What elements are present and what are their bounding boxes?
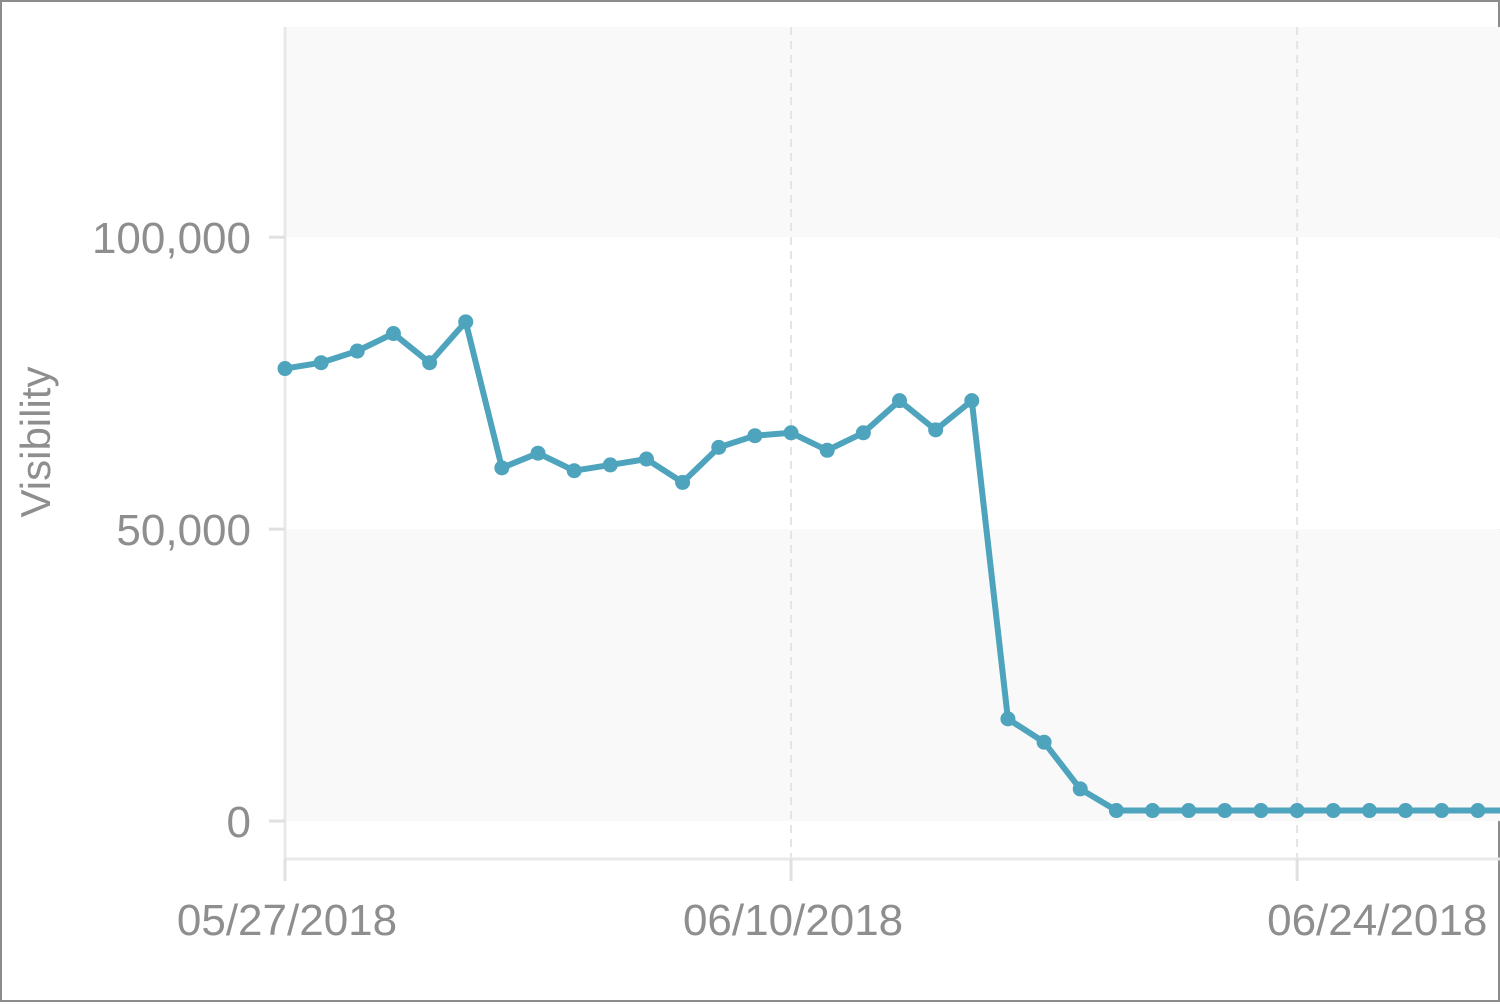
data-point: [964, 393, 980, 409]
data-point: [494, 460, 510, 476]
data-point: [819, 442, 835, 458]
data-point: [747, 428, 763, 444]
data-point: [1325, 803, 1341, 819]
data-point: [1108, 803, 1124, 819]
data-point: [855, 425, 871, 441]
data-point: [892, 393, 907, 409]
y-axis-title: Visibility: [12, 367, 59, 518]
x-tick-label: 05/27/2018: [177, 896, 397, 945]
x-tick-label: 06/10/2018: [683, 896, 903, 945]
data-point: [1398, 803, 1414, 819]
data-point: [711, 439, 727, 455]
data-point: [1217, 803, 1233, 819]
data-point: [530, 445, 546, 461]
data-point: [566, 463, 582, 479]
data-point: [602, 457, 618, 473]
data-point: [783, 425, 799, 441]
band: [285, 237, 1500, 530]
band: [285, 529, 1500, 822]
band: [285, 27, 1500, 238]
data-point: [349, 343, 365, 359]
data-point: [458, 314, 474, 330]
data-point: [1470, 803, 1486, 819]
data-point: [1361, 803, 1377, 819]
x-tick-label: 06/24/2018: [1267, 896, 1487, 945]
data-point: [1145, 803, 1161, 819]
data-point: [1434, 803, 1450, 819]
data-point: [928, 422, 944, 438]
data-point: [1289, 803, 1305, 819]
y-tick-label: 100,000: [92, 214, 251, 263]
data-point: [313, 355, 329, 371]
data-point: [1036, 734, 1052, 750]
y-tick-label: 0: [227, 798, 251, 847]
data-point: [675, 474, 691, 490]
data-point: [277, 361, 293, 377]
data-point: [1000, 711, 1016, 727]
data-point: [638, 451, 654, 467]
y-tick-label: 50,000: [116, 506, 251, 555]
data-point: [1072, 781, 1088, 797]
data-point: [1253, 803, 1269, 819]
data-point: [1181, 803, 1197, 819]
data-point: [385, 326, 401, 342]
data-point: [422, 355, 438, 371]
